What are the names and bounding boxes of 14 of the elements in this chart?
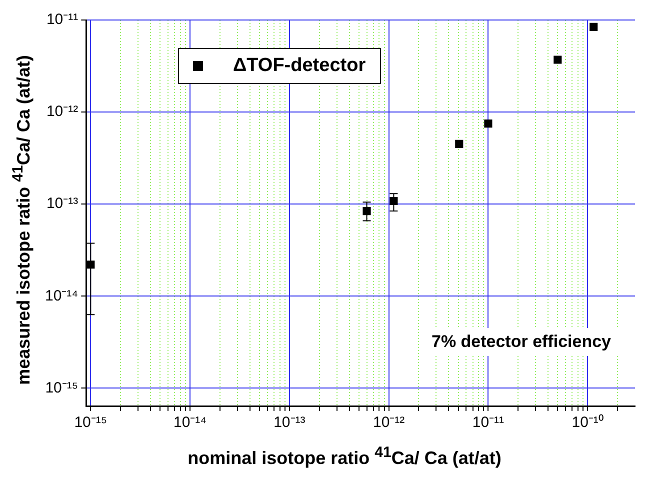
y-tick-label: 10⁻¹⁵ bbox=[45, 379, 78, 396]
x-tick-label: 10⁻¹⁰ bbox=[572, 414, 604, 432]
annotation: 7% detector efficiency bbox=[423, 328, 619, 356]
legend-label: ΔTOF-detector bbox=[233, 55, 366, 77]
x-tick-label: 10⁻¹⁵ bbox=[74, 414, 108, 432]
y-tick-label: 10⁻¹² bbox=[46, 103, 78, 120]
y-tick-label: 10⁻¹³ bbox=[46, 195, 78, 212]
y-tick-label: 10⁻¹¹ bbox=[46, 11, 78, 28]
x-tick-label: 10⁻¹³ bbox=[274, 414, 306, 432]
x-tick-label: 10⁻¹¹ bbox=[472, 414, 504, 432]
x-axis-title: nominal isotope ratio $^{41}$Ca/ Ca (at/at) bbox=[186, 444, 502, 469]
x-tick-label: 10⁻¹² bbox=[372, 414, 405, 432]
x-tick-label: 10⁻¹⁴ bbox=[173, 414, 207, 432]
y-tick-label: 10⁻¹⁴ bbox=[45, 287, 78, 304]
